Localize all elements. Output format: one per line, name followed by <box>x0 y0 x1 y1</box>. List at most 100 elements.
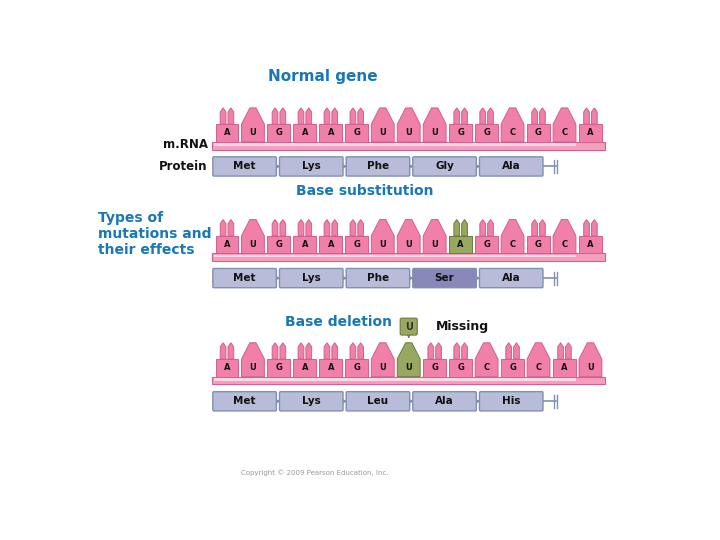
Polygon shape <box>280 220 286 236</box>
Text: Missing: Missing <box>436 320 489 333</box>
FancyBboxPatch shape <box>480 157 543 176</box>
FancyBboxPatch shape <box>213 268 276 288</box>
Polygon shape <box>268 236 290 253</box>
Polygon shape <box>475 236 498 253</box>
Polygon shape <box>306 220 312 236</box>
Text: Base deletion: Base deletion <box>285 315 392 329</box>
Polygon shape <box>346 124 368 142</box>
FancyBboxPatch shape <box>413 268 477 288</box>
Polygon shape <box>565 343 571 359</box>
FancyBboxPatch shape <box>400 318 418 335</box>
Text: Phe: Phe <box>367 273 389 283</box>
Polygon shape <box>320 359 342 377</box>
Polygon shape <box>372 220 394 253</box>
Text: Met: Met <box>233 273 256 283</box>
Text: G: G <box>354 240 360 249</box>
Text: Lys: Lys <box>302 273 320 283</box>
Text: Phe: Phe <box>367 161 389 171</box>
Polygon shape <box>449 236 472 253</box>
Polygon shape <box>454 343 459 359</box>
Polygon shape <box>324 343 330 359</box>
Polygon shape <box>436 343 441 359</box>
Polygon shape <box>487 220 493 236</box>
Text: A: A <box>302 129 308 138</box>
Polygon shape <box>558 343 564 359</box>
Text: Ala: Ala <box>435 396 454 406</box>
Text: Protein: Protein <box>159 160 208 173</box>
Polygon shape <box>358 343 364 359</box>
Polygon shape <box>553 108 576 142</box>
Text: G: G <box>457 363 464 373</box>
Text: A: A <box>562 363 568 373</box>
FancyBboxPatch shape <box>279 392 343 411</box>
Polygon shape <box>306 108 312 124</box>
Polygon shape <box>454 108 459 124</box>
Polygon shape <box>272 220 278 236</box>
Text: G: G <box>354 363 360 373</box>
Text: Ser: Ser <box>435 273 454 283</box>
Text: Lys: Lys <box>302 161 320 171</box>
FancyBboxPatch shape <box>213 157 276 176</box>
Polygon shape <box>480 108 485 124</box>
Text: G: G <box>535 129 542 138</box>
Polygon shape <box>475 124 498 142</box>
Polygon shape <box>513 343 519 359</box>
Polygon shape <box>592 220 597 236</box>
Polygon shape <box>320 236 342 253</box>
Polygon shape <box>501 220 524 253</box>
Bar <box>214 379 575 381</box>
Polygon shape <box>449 124 472 142</box>
Polygon shape <box>215 359 238 377</box>
Text: A: A <box>302 240 308 249</box>
Bar <box>214 255 575 257</box>
Polygon shape <box>527 343 550 377</box>
Polygon shape <box>527 236 550 253</box>
FancyBboxPatch shape <box>413 157 477 176</box>
Polygon shape <box>332 220 338 236</box>
Polygon shape <box>372 108 394 142</box>
Text: U: U <box>431 240 438 249</box>
Polygon shape <box>487 108 493 124</box>
Polygon shape <box>501 108 524 142</box>
Polygon shape <box>358 220 364 236</box>
Polygon shape <box>332 343 338 359</box>
FancyBboxPatch shape <box>480 392 543 411</box>
Polygon shape <box>220 108 226 124</box>
Text: Met: Met <box>233 161 256 171</box>
Text: U: U <box>250 363 256 373</box>
Text: U: U <box>379 240 386 249</box>
Text: A: A <box>328 363 334 373</box>
Polygon shape <box>350 343 356 359</box>
Polygon shape <box>228 108 234 124</box>
Text: A: A <box>224 363 230 373</box>
Text: C: C <box>562 240 567 249</box>
Polygon shape <box>579 343 602 377</box>
Polygon shape <box>228 343 234 359</box>
Text: A: A <box>328 240 334 249</box>
Polygon shape <box>306 343 312 359</box>
Polygon shape <box>428 343 433 359</box>
Polygon shape <box>553 220 576 253</box>
Text: U: U <box>587 363 594 373</box>
FancyBboxPatch shape <box>480 268 543 288</box>
Polygon shape <box>423 220 446 253</box>
Polygon shape <box>462 108 467 124</box>
Text: G: G <box>431 363 438 373</box>
Polygon shape <box>592 108 597 124</box>
Text: G: G <box>483 240 490 249</box>
Polygon shape <box>241 343 264 377</box>
Polygon shape <box>454 220 459 236</box>
Polygon shape <box>462 220 467 236</box>
Text: G: G <box>509 363 516 373</box>
Polygon shape <box>346 236 368 253</box>
FancyBboxPatch shape <box>346 268 410 288</box>
Text: Ala: Ala <box>502 273 521 283</box>
Text: U: U <box>431 129 438 138</box>
Text: C: C <box>484 363 490 373</box>
Polygon shape <box>480 220 485 236</box>
FancyBboxPatch shape <box>413 392 477 411</box>
Polygon shape <box>358 108 364 124</box>
Polygon shape <box>298 343 304 359</box>
Polygon shape <box>584 108 590 124</box>
Text: C: C <box>510 240 516 249</box>
